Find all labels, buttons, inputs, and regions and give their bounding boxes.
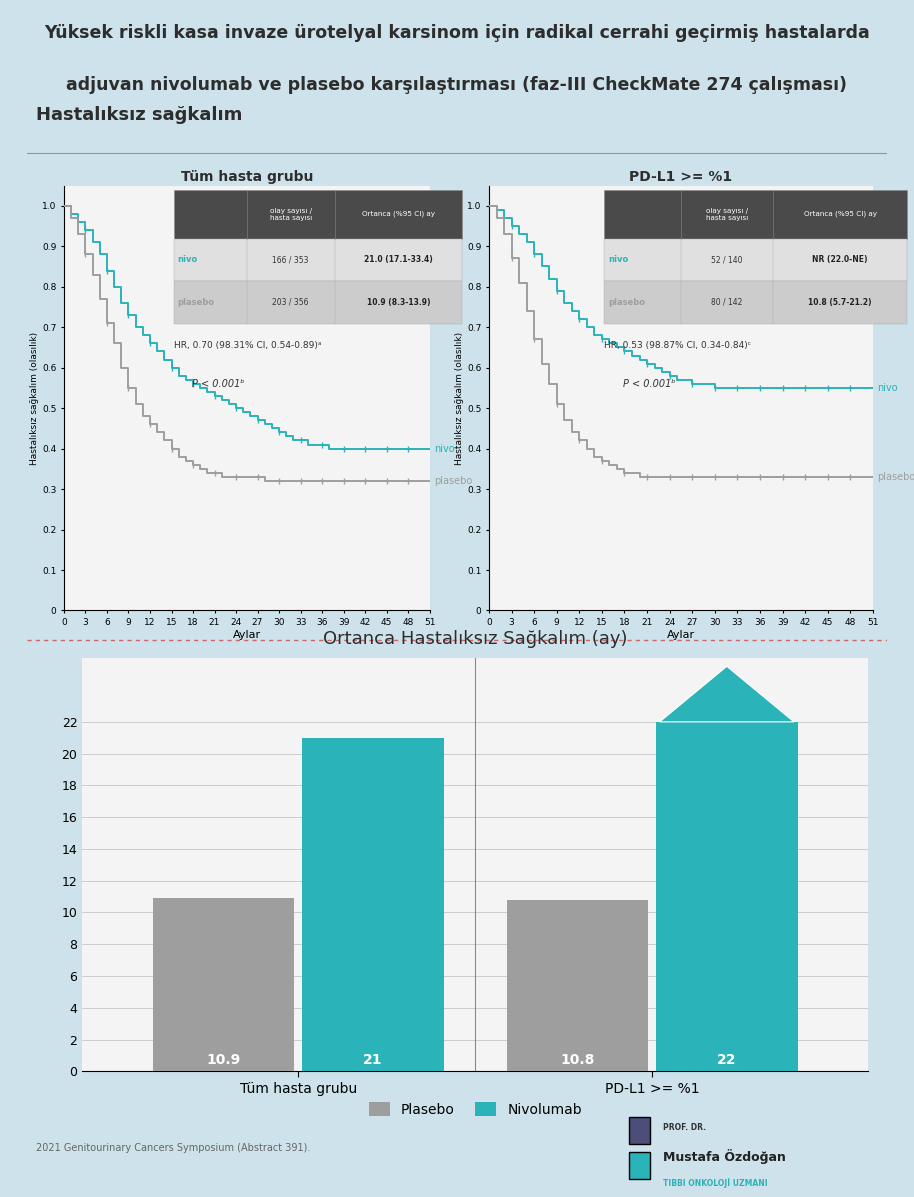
Text: 10.8 (5.7-21.2): 10.8 (5.7-21.2) xyxy=(809,298,872,306)
Text: P < 0.001ᵇ: P < 0.001ᵇ xyxy=(192,379,244,389)
Text: TIBBI ONKOLOJİ UZMANI: TIBBI ONKOLOJİ UZMANI xyxy=(664,1178,768,1189)
Text: 21: 21 xyxy=(364,1053,383,1068)
Text: nivo: nivo xyxy=(877,383,898,393)
Text: olay sayısı /
hasta sayısı: olay sayısı / hasta sayısı xyxy=(270,208,312,220)
FancyBboxPatch shape xyxy=(174,238,462,281)
Text: Ortanca (%95 CI) ay: Ortanca (%95 CI) ay xyxy=(362,211,435,218)
Text: plasebo: plasebo xyxy=(434,476,472,486)
Bar xyxy=(153,898,294,1071)
Text: HR, 0.70 (98.31% CI, 0.54-0.89)ᵃ: HR, 0.70 (98.31% CI, 0.54-0.89)ᵃ xyxy=(174,341,321,350)
Text: 10.8: 10.8 xyxy=(560,1053,595,1068)
Text: HR, 0.53 (98.87% CI, 0.34-0.84)ᶜ: HR, 0.53 (98.87% CI, 0.34-0.84)ᶜ xyxy=(604,341,751,350)
Text: Hastalıksız sağkalım: Hastalıksız sağkalım xyxy=(36,107,242,124)
Bar xyxy=(303,737,444,1071)
Text: P < 0.001ᵇ: P < 0.001ᵇ xyxy=(623,379,675,389)
Text: 80 / 142: 80 / 142 xyxy=(711,298,743,306)
Text: 203 / 356: 203 / 356 xyxy=(272,298,309,306)
Text: 52 / 140: 52 / 140 xyxy=(711,255,743,265)
FancyBboxPatch shape xyxy=(629,1152,650,1179)
FancyBboxPatch shape xyxy=(604,238,908,281)
FancyBboxPatch shape xyxy=(604,190,908,238)
Text: olay sayısı /
hasta sayısı: olay sayısı / hasta sayısı xyxy=(706,208,749,220)
Text: 22: 22 xyxy=(717,1053,737,1068)
X-axis label: Aylar: Aylar xyxy=(667,630,695,640)
Text: 166 / 353: 166 / 353 xyxy=(272,255,309,265)
Legend: Plasebo, Nivolumab: Plasebo, Nivolumab xyxy=(363,1096,588,1122)
Text: plasebo: plasebo xyxy=(877,472,914,482)
Text: nivo: nivo xyxy=(434,444,454,454)
Text: 10.9 (8.3-13.9): 10.9 (8.3-13.9) xyxy=(367,298,430,306)
Y-axis label: Hastalıksız sağkalım (olasılık): Hastalıksız sağkalım (olasılık) xyxy=(30,332,39,464)
Text: Ortanca (%95 CI) ay: Ortanca (%95 CI) ay xyxy=(803,211,877,218)
Title: PD-L1 >= %1: PD-L1 >= %1 xyxy=(630,170,732,184)
FancyBboxPatch shape xyxy=(174,190,462,238)
Title: Tüm hasta grubu: Tüm hasta grubu xyxy=(181,170,313,184)
Text: plasebo: plasebo xyxy=(608,298,645,306)
Text: 10.9: 10.9 xyxy=(207,1053,241,1068)
Text: plasebo: plasebo xyxy=(177,298,214,306)
X-axis label: Aylar: Aylar xyxy=(233,630,260,640)
Text: adjuvan nivolumab ve plasebo karşılaştırması (faz-III CheckMate 274 çalışması): adjuvan nivolumab ve plasebo karşılaştır… xyxy=(67,75,847,93)
Text: nivo: nivo xyxy=(177,255,197,265)
Text: Mustafa Özdoğan: Mustafa Özdoğan xyxy=(664,1148,786,1163)
Polygon shape xyxy=(660,667,794,722)
Text: 2021 Genitourinary Cancers Symposium (Abstract 391).: 2021 Genitourinary Cancers Symposium (Ab… xyxy=(36,1143,311,1153)
Text: 21.0 (17.1-33.4): 21.0 (17.1-33.4) xyxy=(364,255,433,265)
FancyBboxPatch shape xyxy=(174,281,462,323)
Text: nivo: nivo xyxy=(608,255,628,265)
Y-axis label: Hastalıksız sağkalım (olasılık): Hastalıksız sağkalım (olasılık) xyxy=(455,332,464,464)
Bar xyxy=(656,722,798,1071)
Text: NR (22.0-NE): NR (22.0-NE) xyxy=(813,255,868,265)
FancyBboxPatch shape xyxy=(629,1117,650,1144)
Text: PROF. DR.: PROF. DR. xyxy=(664,1123,707,1131)
Text: Yüksek riskli kasa invaze ürotelyal karsinom için radikal cerrahi geçirmiş hasta: Yüksek riskli kasa invaze ürotelyal kars… xyxy=(44,24,870,42)
FancyBboxPatch shape xyxy=(604,281,908,323)
Bar xyxy=(506,900,648,1071)
Title: Ortanca Hastalıksız Sağkalım (ay): Ortanca Hastalıksız Sağkalım (ay) xyxy=(323,631,628,649)
